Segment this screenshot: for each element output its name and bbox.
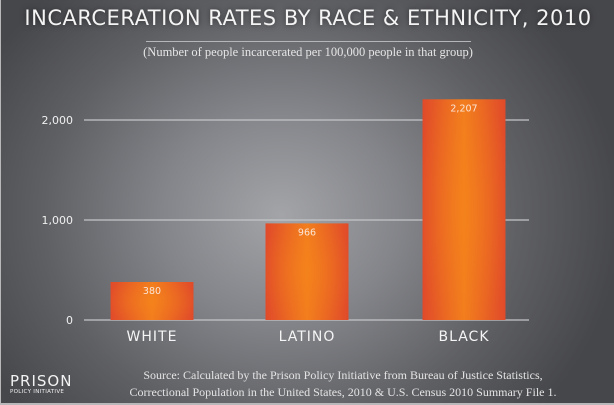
data-label: 2,207	[450, 103, 477, 114]
chart-title: INCARCERATION RATES BY RACE & ETHNICITY,…	[24, 6, 592, 30]
source-line-1: Source: Calculated by the Prison Policy …	[143, 368, 543, 382]
y-tick-label: 0	[66, 314, 73, 327]
x-category-label: BLACK	[438, 329, 489, 345]
source-note: Source: Calculated by the Prison Policy …	[71, 367, 614, 401]
chart-subtitle: (Number of people incarcerated per 100,0…	[143, 45, 473, 59]
prison-policy-initiative-logo: PRISON POLICY INITIATIVE	[10, 373, 72, 396]
y-tick-label: 2,000	[42, 114, 74, 127]
logo-sub-text: POLICY INITIATIVE	[10, 389, 65, 395]
x-category-label: WHITE	[127, 329, 178, 345]
logo-main-text: PRISON	[10, 372, 73, 390]
data-label: 380	[143, 286, 161, 297]
data-label: 966	[298, 227, 316, 238]
bar-glow	[110, 282, 194, 320]
bar-glow	[265, 223, 349, 320]
bar-glow	[422, 99, 506, 320]
source-line-2: Correctional Population in the United St…	[129, 385, 557, 399]
y-tick-label: 1,000	[42, 214, 74, 227]
title-divider	[146, 41, 471, 42]
x-category-label: LATINO	[279, 329, 336, 345]
